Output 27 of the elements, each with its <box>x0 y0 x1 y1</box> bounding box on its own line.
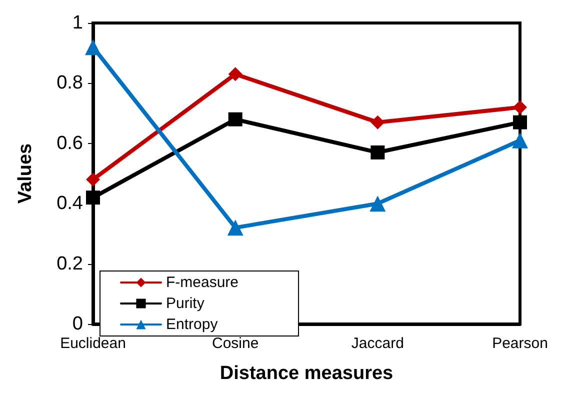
point <box>86 190 100 205</box>
legend-label: Entropy <box>166 316 218 333</box>
y-tick-label: 0.2 <box>56 253 83 274</box>
y-tick-label: 0.4 <box>56 193 84 214</box>
y-tick-label: 1 <box>72 12 83 34</box>
legend-label: Purity <box>166 295 205 312</box>
y-tick-label: 0.6 <box>56 132 83 154</box>
point <box>513 115 527 130</box>
point <box>228 112 242 126</box>
x-tick-label: Euclidean <box>60 335 126 352</box>
x-tick-label: Pearson <box>492 335 548 352</box>
y-axis-title: Values <box>15 143 36 204</box>
y-tick-label: 0.8 <box>56 72 83 94</box>
legend-label: F-measure <box>166 274 239 291</box>
x-axis-title: Distance measures <box>220 363 394 384</box>
point <box>370 115 385 130</box>
x-tick-label: Jaccard <box>351 335 404 352</box>
point <box>370 145 385 160</box>
point <box>513 100 527 114</box>
x-tick-label: Cosine <box>212 335 259 352</box>
y-tick-label: 0 <box>72 314 83 334</box>
point <box>227 220 244 236</box>
point <box>228 67 242 82</box>
point <box>512 132 528 148</box>
point <box>370 196 386 212</box>
point <box>85 39 101 56</box>
point <box>86 172 100 187</box>
